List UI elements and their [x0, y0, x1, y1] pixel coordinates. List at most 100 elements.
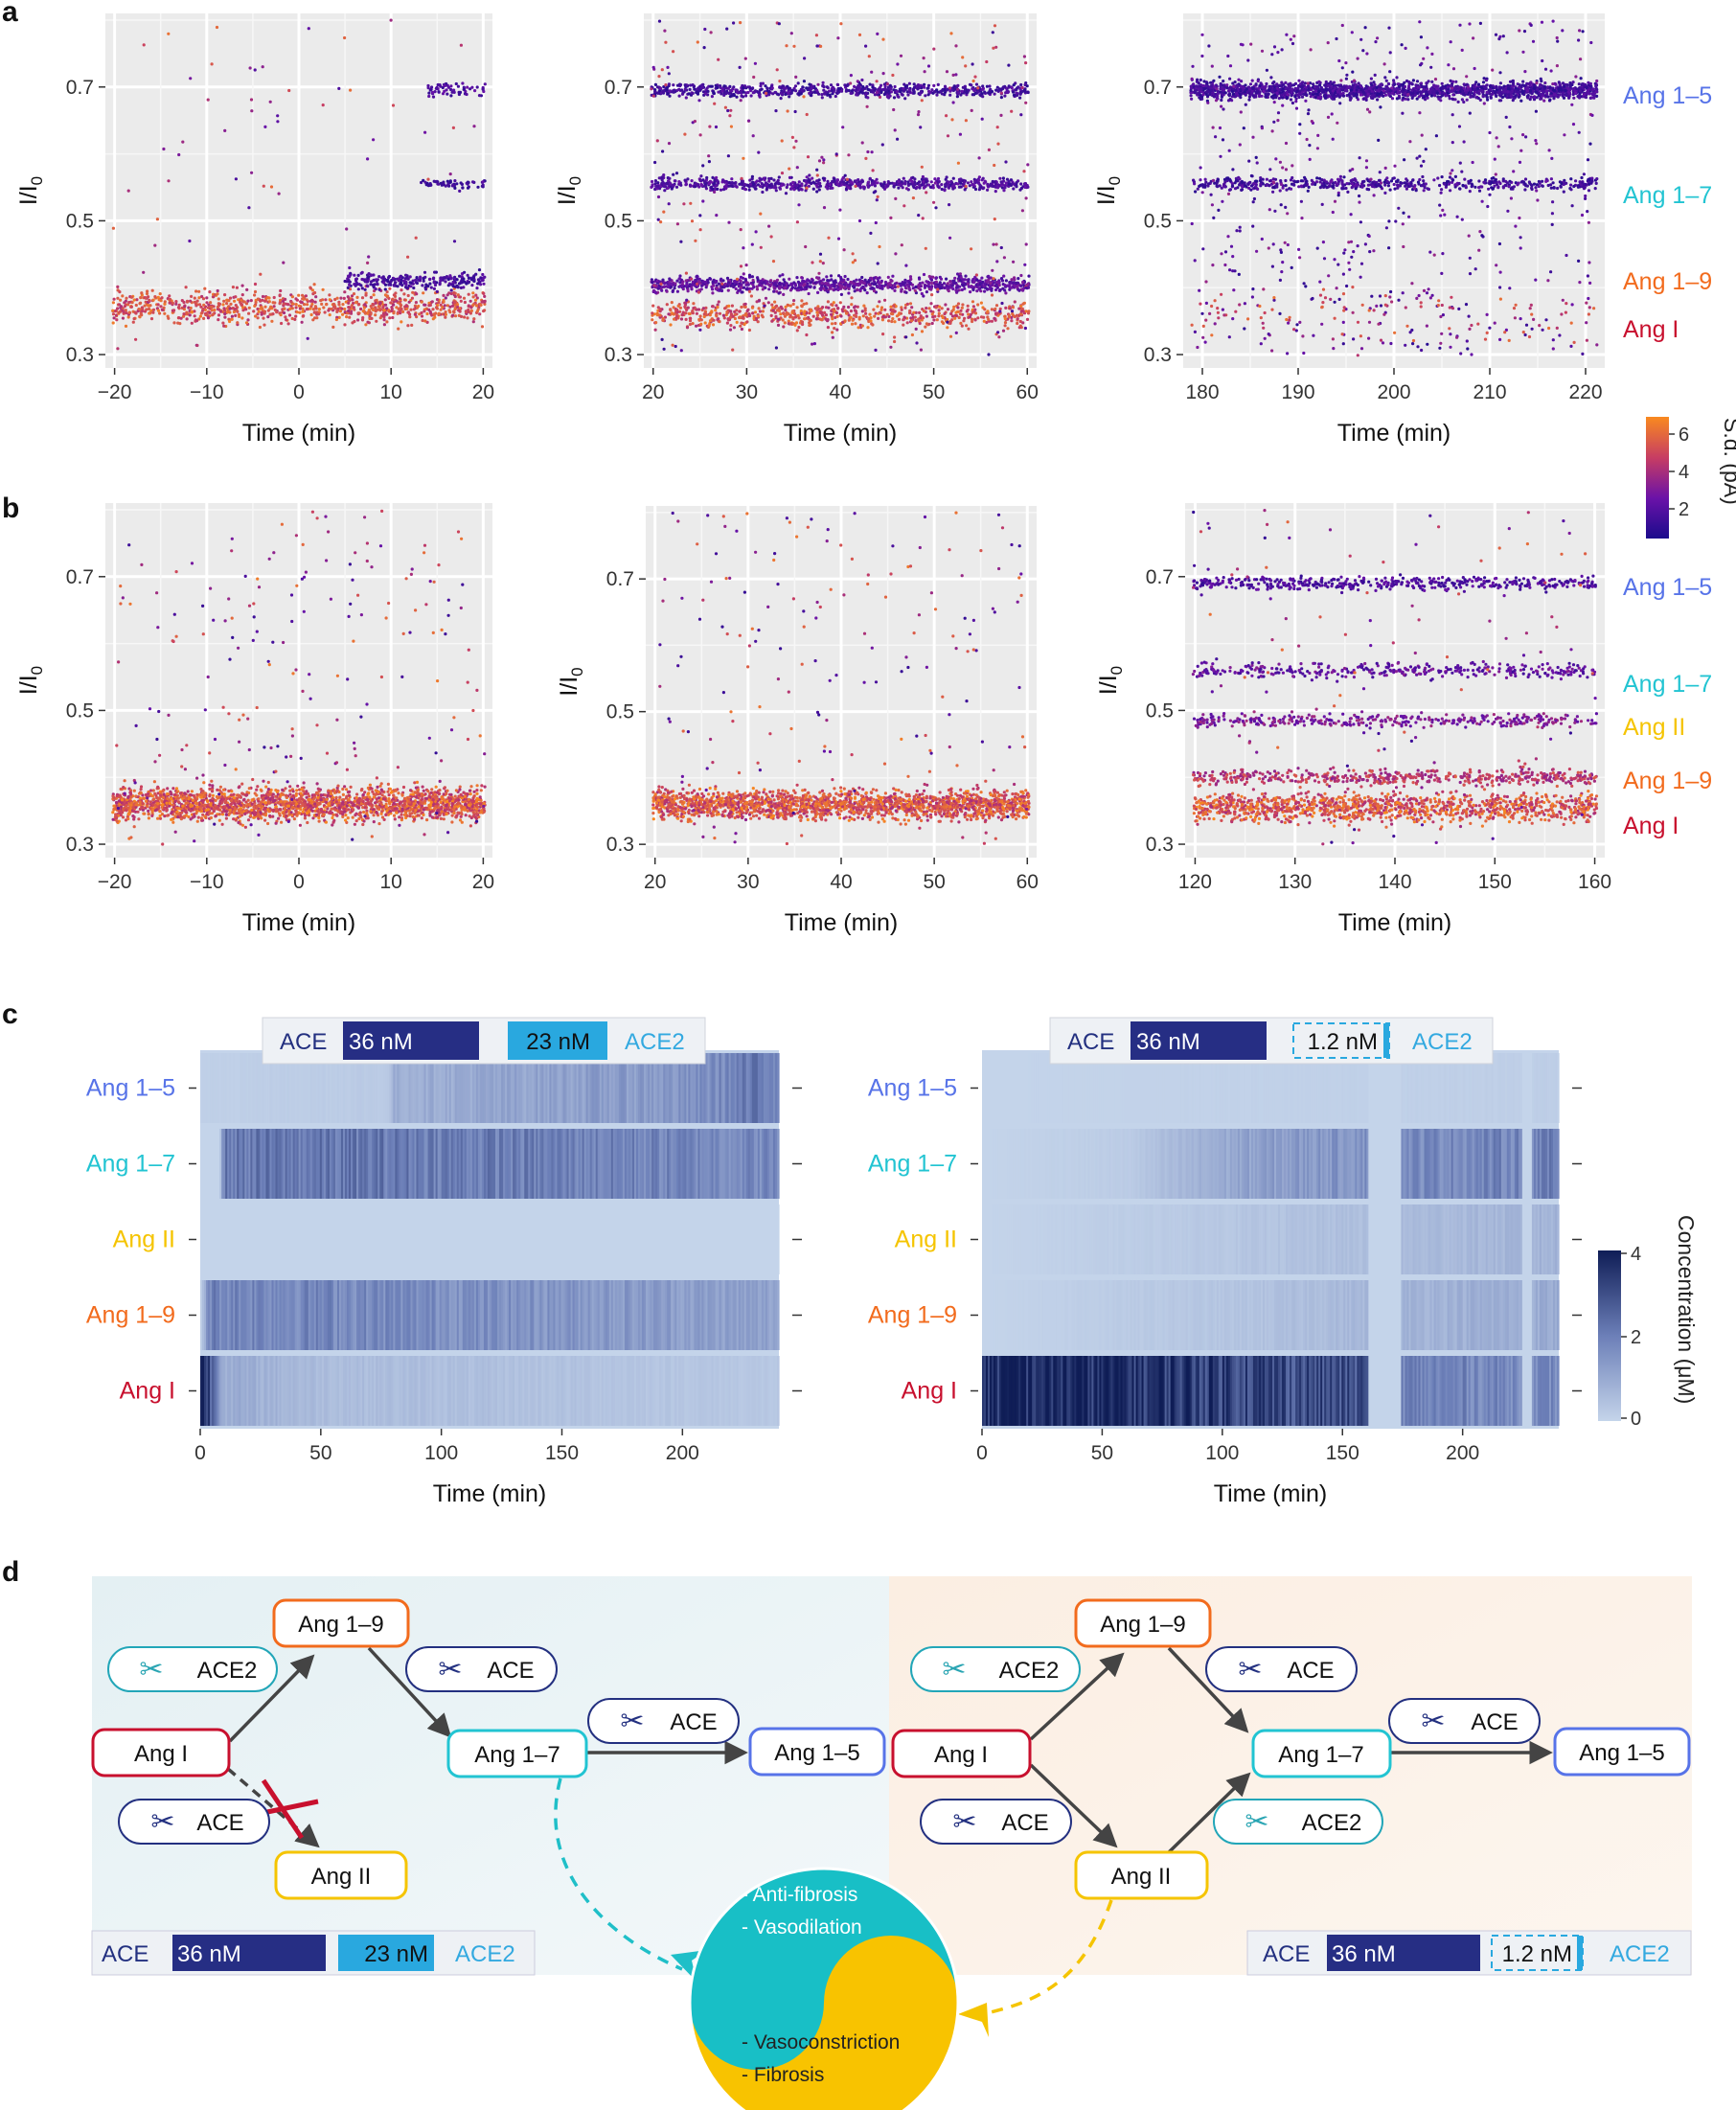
data-point — [891, 317, 894, 320]
data-point — [263, 324, 265, 327]
data-point — [995, 260, 998, 263]
data-point — [699, 228, 702, 231]
data-point — [212, 312, 215, 315]
data-point — [225, 302, 228, 305]
data-point — [841, 126, 844, 128]
data-point — [820, 93, 823, 96]
data-point — [690, 287, 693, 290]
data-point — [157, 310, 160, 312]
data-point — [355, 296, 358, 299]
data-point — [774, 182, 777, 185]
data-point — [904, 287, 907, 289]
data-point — [161, 309, 164, 311]
data-point — [182, 312, 185, 315]
data-point — [668, 142, 671, 145]
data-point — [678, 278, 681, 281]
data-point — [267, 310, 270, 312]
data-point — [180, 317, 183, 320]
data-point — [653, 161, 656, 164]
data-point — [128, 311, 131, 314]
data-point — [711, 291, 714, 294]
data-point — [808, 324, 811, 327]
data-point — [478, 312, 481, 315]
data-point — [935, 88, 938, 91]
data-point — [378, 288, 381, 291]
data-point — [314, 305, 317, 308]
data-point — [992, 31, 994, 34]
data-point — [975, 83, 978, 86]
data-point — [846, 178, 849, 181]
data-point — [835, 329, 838, 332]
data-point — [368, 272, 371, 275]
data-point — [437, 183, 440, 186]
data-point — [894, 85, 897, 88]
data-point — [411, 291, 414, 294]
data-point — [975, 284, 978, 287]
data-point — [228, 320, 231, 323]
data-point — [314, 301, 317, 304]
data-point — [471, 291, 474, 294]
data-point — [806, 278, 809, 281]
data-point — [696, 278, 698, 281]
data-point — [221, 322, 224, 325]
data-point — [1004, 307, 1007, 310]
data-point — [772, 309, 775, 311]
data-point — [927, 307, 930, 310]
data-point — [866, 291, 869, 294]
data-point — [784, 315, 787, 318]
data-point — [778, 85, 781, 88]
data-point — [452, 281, 455, 284]
data-point — [844, 174, 847, 177]
data-point — [812, 188, 815, 191]
data-point — [383, 323, 386, 326]
data-point — [650, 87, 652, 90]
data-point — [364, 294, 367, 297]
data-point — [888, 92, 891, 95]
data-point — [657, 218, 660, 221]
data-point — [893, 96, 896, 99]
data-point — [765, 282, 767, 285]
data-point — [994, 313, 997, 316]
data-point — [682, 202, 685, 205]
data-point — [778, 274, 781, 277]
data-point — [465, 282, 468, 285]
data-point — [996, 143, 999, 146]
data-point — [348, 306, 351, 309]
data-point — [995, 304, 998, 307]
data-point — [804, 180, 807, 183]
data-point — [404, 286, 407, 288]
data-point — [876, 80, 879, 82]
data-point — [965, 185, 968, 188]
data-point — [392, 304, 395, 307]
data-point — [949, 312, 952, 315]
data-point — [789, 283, 792, 286]
data-point — [160, 296, 163, 299]
data-point — [829, 187, 832, 190]
data-point — [959, 312, 962, 315]
data-point — [921, 166, 924, 169]
data-point — [854, 322, 857, 325]
data-point — [241, 306, 244, 309]
data-point — [919, 126, 922, 128]
data-point — [656, 313, 659, 316]
data-point — [709, 313, 712, 316]
data-point — [711, 287, 714, 290]
data-point — [871, 85, 874, 88]
data-point — [758, 307, 761, 310]
data-point — [918, 278, 921, 281]
y-tick-label: 0.7 — [66, 77, 94, 99]
data-point — [955, 332, 958, 334]
data-point — [269, 306, 272, 309]
data-point — [387, 276, 390, 279]
data-point — [948, 237, 951, 240]
data-point — [177, 153, 180, 156]
data-point — [666, 303, 669, 306]
data-point — [863, 282, 866, 285]
data-point — [460, 44, 463, 47]
data-point — [826, 180, 829, 183]
data-point — [427, 304, 430, 307]
data-point — [280, 313, 283, 316]
data-point — [957, 310, 960, 313]
data-point — [391, 298, 394, 301]
data-point — [689, 323, 692, 326]
